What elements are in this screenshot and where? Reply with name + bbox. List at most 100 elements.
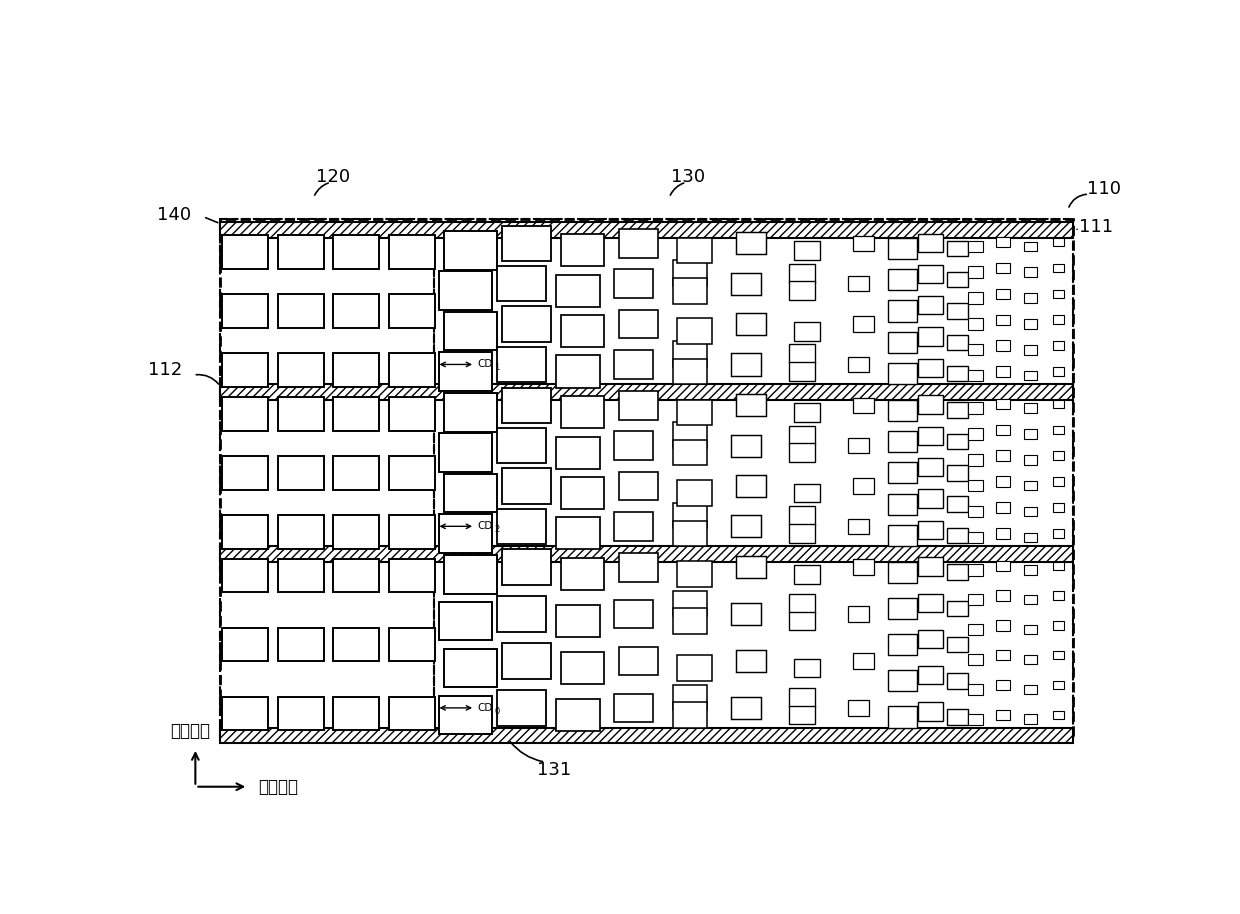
Bar: [560, 558, 604, 590]
Bar: [790, 282, 815, 300]
Bar: [444, 473, 497, 513]
Bar: [1024, 345, 1037, 355]
Bar: [1053, 504, 1064, 512]
Bar: [1024, 595, 1037, 604]
Text: CD: CD: [477, 359, 492, 369]
Bar: [614, 694, 653, 722]
Bar: [502, 549, 551, 585]
Bar: [918, 521, 942, 539]
Bar: [735, 475, 766, 497]
Bar: [672, 422, 707, 448]
Bar: [1024, 481, 1037, 491]
Bar: [732, 272, 761, 295]
Bar: [334, 515, 379, 548]
Bar: [732, 434, 761, 457]
Bar: [967, 532, 983, 543]
Bar: [853, 478, 874, 494]
Bar: [334, 456, 379, 490]
Bar: [497, 346, 546, 382]
Bar: [560, 652, 604, 684]
Bar: [1024, 430, 1037, 439]
Bar: [1053, 622, 1064, 630]
Bar: [614, 350, 653, 378]
Bar: [947, 564, 968, 579]
Bar: [1053, 399, 1064, 408]
Bar: [967, 429, 983, 440]
Bar: [1053, 341, 1064, 350]
Bar: [388, 558, 435, 592]
Bar: [556, 605, 600, 637]
Bar: [1053, 263, 1064, 272]
Bar: [1053, 315, 1064, 324]
Bar: [996, 262, 1009, 273]
Text: 120: 120: [316, 167, 350, 186]
Bar: [967, 402, 983, 414]
Bar: [735, 232, 766, 254]
Bar: [732, 354, 761, 376]
Bar: [918, 630, 942, 648]
Bar: [918, 296, 942, 314]
Bar: [996, 710, 1009, 720]
Bar: [221, 384, 1073, 399]
Bar: [967, 370, 983, 381]
Bar: [918, 558, 942, 576]
Bar: [848, 276, 869, 292]
Bar: [888, 670, 918, 691]
Bar: [996, 399, 1009, 409]
Bar: [278, 235, 324, 269]
Bar: [967, 594, 983, 605]
Bar: [439, 433, 492, 472]
Bar: [947, 434, 968, 450]
Bar: [614, 431, 653, 460]
Bar: [996, 476, 1009, 487]
Bar: [967, 267, 983, 278]
Bar: [1024, 654, 1037, 664]
Bar: [790, 706, 815, 724]
Bar: [947, 271, 968, 287]
Bar: [556, 517, 600, 549]
Bar: [967, 714, 983, 725]
Bar: [334, 294, 379, 328]
Bar: [1053, 591, 1064, 600]
Bar: [967, 292, 983, 303]
Bar: [677, 318, 712, 344]
Bar: [947, 600, 968, 616]
Bar: [1024, 268, 1037, 277]
Bar: [996, 621, 1009, 631]
Bar: [1024, 319, 1037, 329]
Bar: [947, 465, 968, 481]
Bar: [1024, 507, 1037, 516]
Bar: [888, 634, 918, 655]
Bar: [888, 363, 918, 384]
Bar: [947, 496, 968, 512]
Bar: [497, 596, 546, 632]
Bar: [795, 241, 820, 260]
Bar: [967, 684, 983, 695]
Bar: [888, 301, 918, 322]
Bar: [221, 546, 1073, 561]
Bar: [795, 484, 820, 503]
Bar: [619, 472, 658, 500]
Bar: [388, 397, 435, 430]
Text: CD: CD: [477, 703, 492, 713]
Bar: [967, 480, 983, 492]
Bar: [790, 426, 815, 444]
Bar: [439, 514, 492, 553]
Bar: [967, 624, 983, 635]
Bar: [888, 399, 918, 420]
Bar: [388, 696, 435, 730]
Bar: [221, 728, 1073, 743]
Bar: [790, 506, 815, 526]
Bar: [888, 332, 918, 353]
Bar: [795, 565, 820, 583]
Bar: [334, 628, 379, 662]
Bar: [853, 559, 874, 575]
Bar: [790, 345, 815, 363]
Bar: [334, 235, 379, 269]
Bar: [918, 427, 942, 445]
Bar: [439, 696, 492, 734]
Bar: [502, 226, 551, 261]
Bar: [502, 468, 551, 504]
Bar: [619, 553, 658, 581]
Bar: [790, 264, 815, 282]
